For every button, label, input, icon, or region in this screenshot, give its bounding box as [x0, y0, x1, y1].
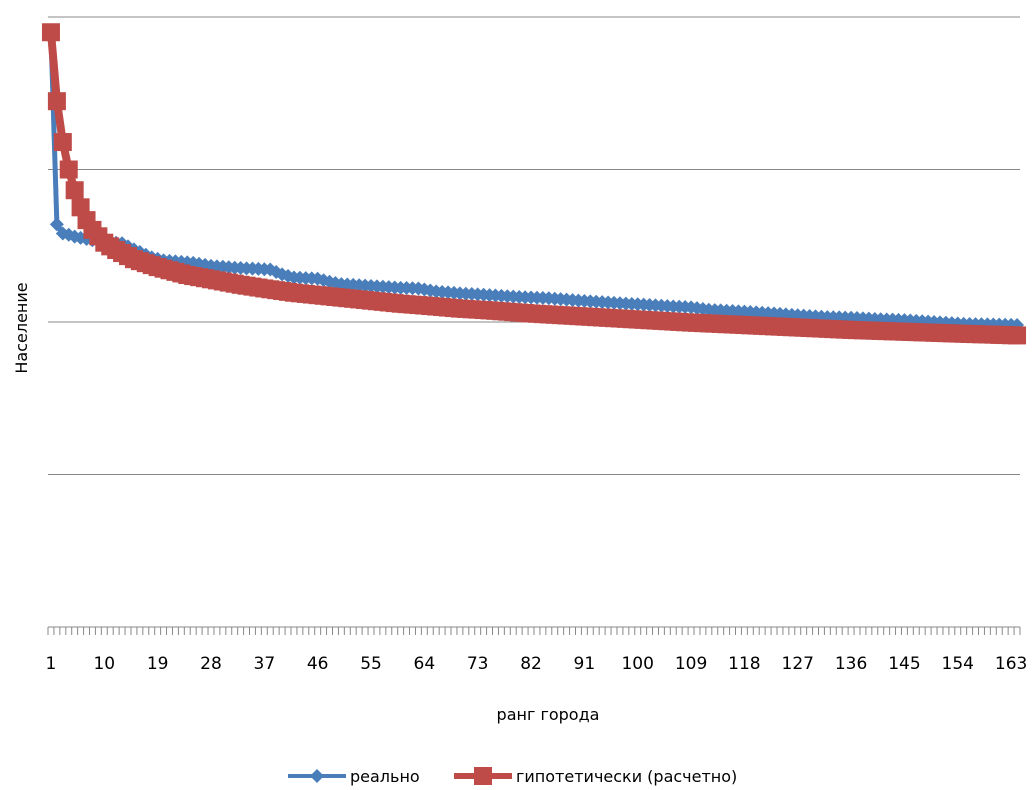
legend-marker — [310, 769, 324, 783]
x-tick-label: 163 — [995, 654, 1027, 674]
legend-item: реально — [288, 767, 420, 786]
series-layer — [41, 23, 1027, 345]
x-tick-label: 46 — [307, 654, 329, 674]
x-tick-label: 55 — [360, 654, 382, 674]
series-real — [43, 28, 1025, 333]
x-axis: 1 10 19 28 37 46 55 64 73 82 91 100 109 118 127 136 145 1… — [46, 626, 1027, 674]
x-axis-title: ранг города — [497, 705, 600, 724]
x-tick-label: 73 — [467, 654, 489, 674]
x-tick-label: 109 — [675, 654, 707, 674]
x-tick-label: 136 — [835, 654, 867, 674]
data-point — [53, 133, 72, 152]
x-tick-label: 154 — [942, 654, 974, 674]
legend-label: гипотетически (расчетно) — [516, 767, 737, 786]
legend-marker — [474, 767, 492, 785]
x-tick-label: 64 — [414, 654, 436, 674]
x-tick-label: 19 — [147, 654, 169, 674]
data-point — [47, 92, 66, 111]
x-tick-label: 100 — [621, 654, 653, 674]
legend-item: гипотетически (расчетно) — [454, 767, 737, 786]
data-point — [49, 217, 64, 232]
x-tick-label: 118 — [728, 654, 760, 674]
series-hypothetical — [41, 23, 1027, 345]
x-tick-label: 82 — [520, 654, 542, 674]
gridlines — [48, 16, 1020, 475]
x-tick-label: 28 — [200, 654, 222, 674]
x-tick-label: 127 — [782, 654, 814, 674]
x-tick-label: 145 — [888, 654, 920, 674]
data-point — [65, 181, 84, 200]
y-axis-title: Население — [12, 282, 31, 373]
data-point — [41, 23, 60, 42]
x-tick-label: 37 — [254, 654, 276, 674]
x-tick-label: 91 — [574, 654, 596, 674]
x-tick-label: 1 — [46, 654, 57, 674]
series-line — [47, 31, 1018, 340]
x-tick-label: 10 — [93, 654, 115, 674]
legend: реально гипотетически (расчетно) — [288, 767, 737, 786]
legend-label: реально — [350, 767, 420, 786]
data-point — [1008, 326, 1027, 345]
data-point — [59, 160, 78, 179]
